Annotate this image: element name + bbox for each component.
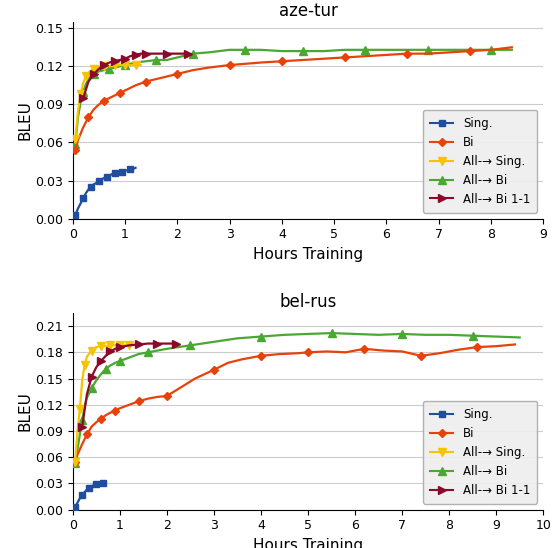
Legend: Sing., Bi, All-→ Sing., All-→ Bi, All-→ Bi 1-1: Sing., Bi, All-→ Sing., All-→ Bi, All-→ …: [423, 110, 537, 213]
Legend: Sing., Bi, All-→ Sing., All-→ Bi, All-→ Bi 1-1: Sing., Bi, All-→ Sing., All-→ Bi, All-→ …: [423, 401, 537, 504]
Title: aze-tur: aze-tur: [278, 2, 338, 20]
X-axis label: Hours Training: Hours Training: [253, 538, 363, 548]
Y-axis label: BLEU: BLEU: [17, 100, 32, 140]
Y-axis label: BLEU: BLEU: [17, 391, 32, 431]
X-axis label: Hours Training: Hours Training: [253, 247, 363, 262]
Title: bel-rus: bel-rus: [279, 293, 337, 311]
